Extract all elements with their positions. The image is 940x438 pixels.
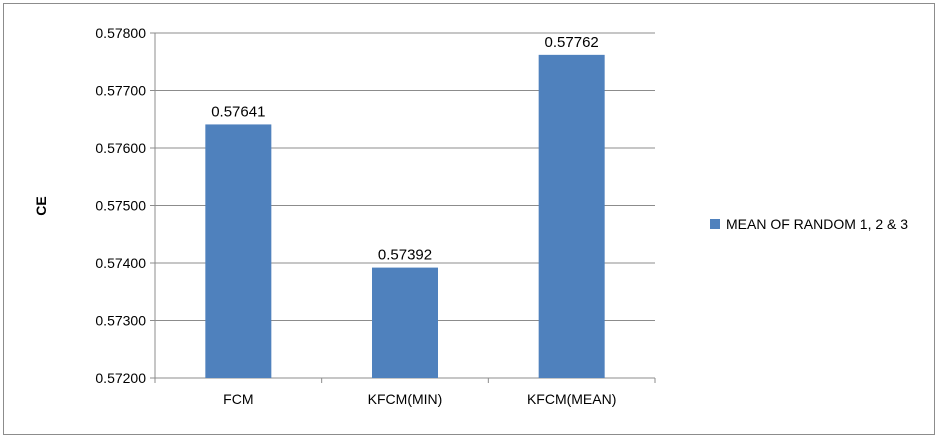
y-tick-label: 0.57600: [95, 140, 146, 156]
y-tick-label: 0.57800: [95, 25, 146, 41]
legend-label: MEAN OF RANDOM 1, 2 & 3: [726, 216, 908, 232]
y-tick-label: 0.57300: [95, 313, 146, 329]
bar: [205, 124, 272, 378]
y-tick-label: 0.57500: [95, 198, 146, 214]
bar: [538, 54, 605, 378]
y-tick-label: 0.57700: [95, 83, 146, 99]
bar: [372, 267, 438, 378]
legend-swatch: [710, 219, 720, 229]
chart-frame: [3, 3, 935, 435]
legend: MEAN OF RANDOM 1, 2 & 3: [710, 216, 908, 232]
y-tick-label: 0.57400: [95, 255, 146, 271]
bars: [205, 54, 605, 378]
y-axis-title: CE: [33, 196, 49, 215]
data-label: 0.57762: [545, 34, 599, 51]
x-tick-label: FCM: [223, 391, 253, 407]
y-tick-label: 0.57200: [95, 370, 146, 386]
x-tick-label: KFCM(MEAN): [527, 391, 616, 407]
x-tick-label: KFCM(MIN): [368, 391, 443, 407]
x-tick-labels: FCM KFCM(MIN) KFCM(MEAN): [223, 391, 616, 407]
y-tick-labels: 0.57200 0.57300 0.57400 0.57500 0.57600 0.577…: [95, 25, 146, 386]
data-label: 0.57392: [378, 247, 432, 264]
data-label: 0.57641: [211, 103, 265, 120]
data-labels: 0.57641 0.57392 0.57762: [211, 34, 599, 264]
